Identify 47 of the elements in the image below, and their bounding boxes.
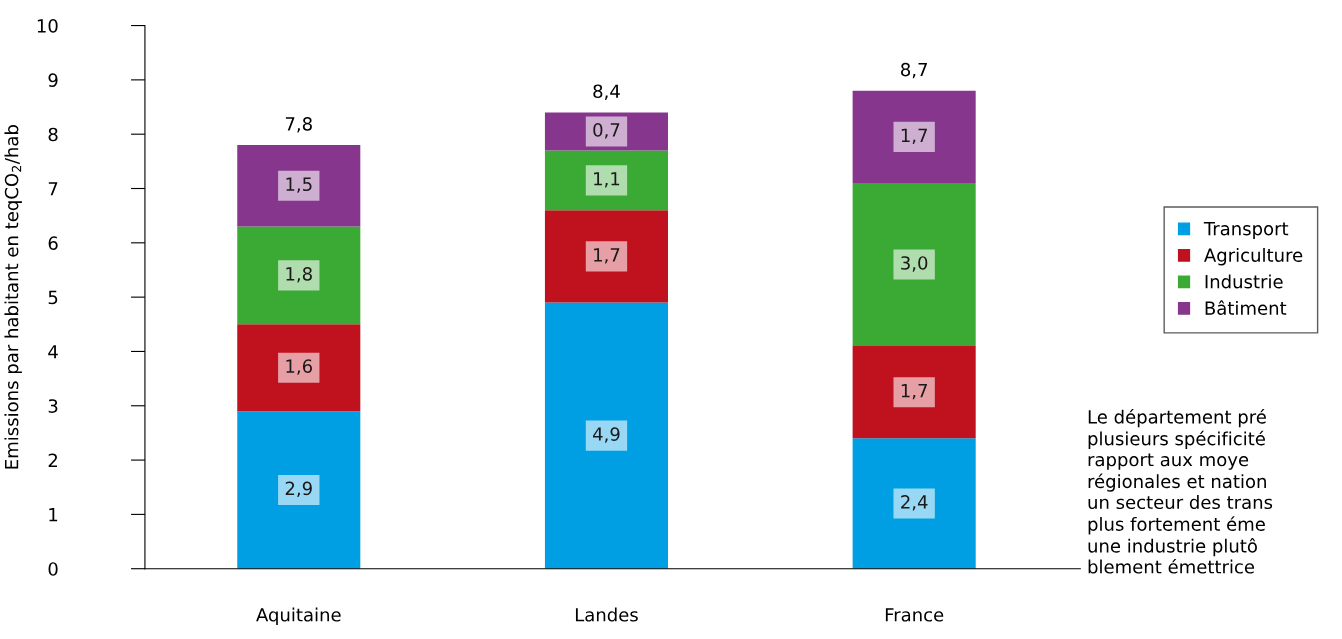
total-label: 8,4 [593,84,620,100]
total-label: 7,8 [285,117,312,133]
data-label: 0,7 [593,123,620,139]
x-tick-label: France [885,608,944,622]
bar [852,90,976,184]
bar [237,411,361,569]
bar [544,150,669,211]
y-tick-label: 9 [48,73,58,87]
bar [544,302,669,569]
data-label: 2,4 [901,495,928,511]
bar [852,346,976,439]
bar [852,438,976,569]
legend-label: Transport [1203,222,1289,239]
bar [237,324,361,412]
y-tick-label: 4 [48,345,58,359]
data-label: 1,7 [901,384,927,400]
data-label: 1,1 [594,172,620,188]
data-label: 3,0 [901,256,928,272]
legend-label: Agriculture [1204,247,1303,266]
y-tick-label: 2 [48,453,58,467]
data-label: 2,9 [285,481,312,498]
y-tick-label: 1 [49,508,58,522]
legend-label: Industrie [1205,274,1283,289]
y-tick-label: 8 [48,127,58,142]
bar [852,183,976,347]
data-label: 1,7 [901,128,927,144]
data-label: 1,6 [286,359,312,375]
y-tick-label: 0 [48,562,58,576]
total-label: 8,7 [901,62,927,79]
data-label: 4,9 [593,427,620,443]
bar [237,145,361,227]
data-label: 1,8 [286,266,312,283]
y-tick-label: 7 [48,182,58,196]
data-label: 1,7 [594,248,620,264]
y-tick-label: 3 [48,399,58,413]
y-tick-label: 10 [37,19,58,33]
text: Le département pré plusieurs spécificité rapport aux moye régionales et nation un secteur des trans plus fortement éme une industrie plutô blement émettrice [1088,408,1273,574]
y-tick-label: 5 [48,290,58,305]
x-tick-label: Aquitaine [256,607,341,626]
y-axis-title: Emissions par habitant en teqCO$_{2}$/hab [4,125,22,469]
bar [544,112,669,151]
bar [237,226,361,325]
legend-label: Bâtiment [1205,300,1287,315]
x-tick-label: Landes [575,607,638,622]
y-tick-label: 6 [48,236,58,250]
bar [544,210,669,303]
data-label: 1,5 [286,177,312,193]
